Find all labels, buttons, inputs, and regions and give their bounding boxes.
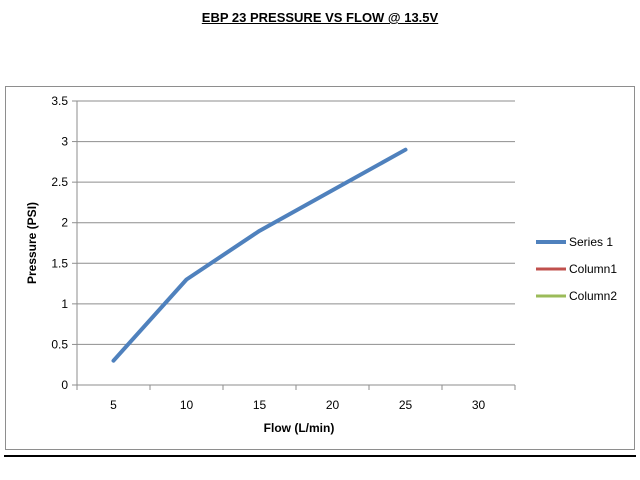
y-tick-label-3: 1.5 [51,256,68,270]
page-title: EBP 23 PRESSURE VS FLOW @ 13.5V [201,10,439,25]
x-tick-label-4: 25 [399,398,413,412]
x-axis-title: Flow (L/min) [264,421,335,435]
chart-area: 0 0.5 1 1.5 2 2.5 3 3.5 5 10 15 20 25 30 Pressure (P… [5,86,635,450]
y-tick-label-7: 3.5 [51,94,68,108]
y-tick-label-6: 3 [61,135,68,149]
x-tick-label-3: 20 [326,398,340,412]
gridlines [72,100,515,386]
axes [76,101,516,390]
y-tick-label-0: 0 [61,378,68,392]
x-tick-labels: 5 10 15 20 25 30 [110,398,485,412]
x-tick-label-2: 15 [253,398,267,412]
y-axis-title: Pressure (PSI) [25,202,39,284]
y-tick-label-1: 0.5 [51,337,68,351]
line-chart: 0 0.5 1 1.5 2 2.5 3 3.5 5 10 15 20 25 30 Pressure (P… [25,94,617,435]
x-tick-label-1: 10 [180,398,194,412]
page-divider [4,455,636,457]
y-tick-label-5: 2.5 [51,175,68,189]
y-tick-label-2: 1 [61,297,68,311]
x-tick-label-0: 5 [110,398,117,412]
y-tick-label-4: 2 [61,216,68,230]
y-tick-labels: 0 0.5 1 1.5 2 2.5 3 3.5 [51,94,68,392]
series-line-0 [111,147,408,363]
series-lines [111,147,408,363]
legend-label-2: Column2 [569,289,617,303]
legend-label-1: Column1 [569,262,617,276]
x-tick-label-5: 30 [472,398,486,412]
legend: Series 1 Column1 Column2 [536,235,617,303]
legend-label-0: Series 1 [569,235,613,249]
